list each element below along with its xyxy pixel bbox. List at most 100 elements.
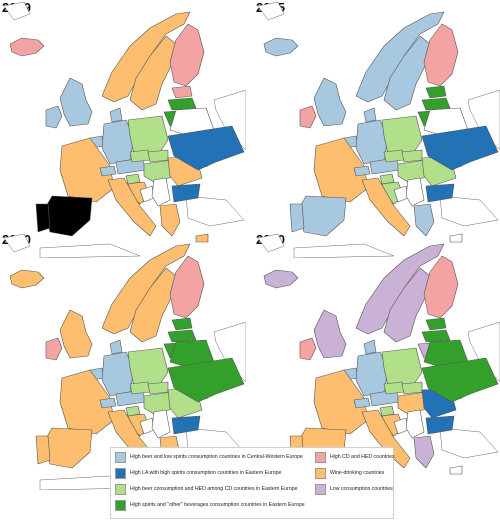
map-panel-2015: 2015: [254, 0, 500, 258]
legend-swatch: [315, 452, 326, 463]
europe-map: [257, 233, 500, 490]
legend-label: Low consumption countries: [330, 485, 393, 492]
country-ch: [99, 397, 117, 409]
country-ua: [167, 357, 245, 403]
country-ua: [421, 357, 499, 403]
country-uk: [313, 309, 347, 359]
country-it: [107, 177, 157, 237]
country-lv: [421, 329, 451, 343]
country-bg: [171, 183, 201, 203]
neighbouring-land: [439, 195, 499, 227]
country-cy: [449, 465, 463, 475]
country-fi: [169, 23, 205, 87]
country-pt: [35, 203, 51, 233]
country-ie: [299, 105, 317, 129]
country-fi: [423, 23, 459, 87]
country-pt: [35, 435, 51, 465]
legend-item: Wine-drinking countries: [315, 468, 384, 479]
country-ch: [353, 397, 371, 409]
country-fr: [59, 137, 115, 203]
country-fr: [313, 369, 369, 435]
country-pl: [381, 115, 423, 155]
country-ch: [353, 165, 371, 177]
country-ic: [9, 37, 45, 57]
neighbouring-land: [3, 1, 31, 21]
neighbouring-land: [439, 427, 499, 459]
country-dk: [363, 107, 377, 123]
neighbouring-land: [185, 195, 245, 227]
country-si: [125, 173, 141, 185]
country-es: [43, 427, 93, 469]
neighbouring-land: [3, 233, 31, 253]
country-bg: [425, 183, 455, 203]
legend-label: High spirits and "other" beverages consu…: [130, 501, 305, 508]
country-si: [379, 173, 395, 185]
neighbouring-land: [39, 243, 141, 258]
country-bg: [171, 415, 201, 435]
country-ic: [9, 269, 45, 289]
legend-label: High beer consumption and HED among CD c…: [130, 485, 298, 492]
country-it: [361, 409, 411, 469]
country-no: [355, 243, 445, 335]
country-gr: [413, 203, 435, 237]
neighbouring-land: [293, 243, 395, 258]
country-es: [43, 195, 93, 237]
country-lv: [167, 97, 197, 111]
country-lv: [167, 329, 197, 343]
map-panel-2010: 2010: [0, 232, 246, 490]
country-lv: [421, 97, 451, 111]
country-ic: [263, 269, 299, 289]
country-ee: [171, 85, 193, 99]
country-ie: [45, 105, 63, 129]
legend-label: High beer and low spirits consumption co…: [130, 453, 303, 460]
country-gr: [413, 435, 435, 469]
europe-map: [257, 1, 500, 258]
legend-swatch: [315, 468, 326, 479]
country-pl: [127, 115, 169, 155]
legend-label: Wine-drinking countries: [330, 469, 385, 476]
country-ie: [299, 337, 317, 361]
legend-item: High beer and low spirits consumption co…: [115, 452, 303, 463]
neighbouring-land: [257, 233, 285, 253]
country-no: [101, 243, 191, 335]
legend-swatch: [115, 468, 126, 479]
country-dk: [109, 339, 123, 355]
country-cz: [383, 149, 405, 163]
country-ua: [167, 125, 245, 171]
country-gr: [159, 203, 181, 237]
country-cz: [129, 381, 151, 395]
country-pl: [127, 347, 169, 387]
map-panel-2019: 2019: [0, 0, 246, 258]
country-rs: [405, 177, 425, 207]
country-cy: [195, 233, 209, 243]
country-fr: [59, 369, 115, 435]
country-uk: [313, 77, 347, 127]
country-cz: [129, 149, 151, 163]
legend-swatch: [315, 484, 326, 495]
country-uk: [59, 77, 93, 127]
legend-item: High CD and HED countries: [315, 452, 395, 463]
country-no: [101, 11, 191, 103]
country-ee: [425, 317, 447, 331]
legend-swatch: [115, 452, 126, 463]
country-rs: [151, 409, 171, 439]
country-si: [379, 405, 395, 417]
country-fi: [169, 255, 205, 319]
country-sk: [401, 381, 423, 395]
country-es: [297, 195, 347, 237]
country-dk: [363, 339, 377, 355]
legend-label: High LA with high spirits consumption co…: [130, 469, 282, 476]
legend-item: High LA with high spirits consumption co…: [115, 468, 281, 479]
country-sk: [147, 381, 169, 395]
country-dk: [109, 107, 123, 123]
europe-map: [3, 1, 246, 258]
country-ee: [171, 317, 193, 331]
legend: High beer and low spirits consumption co…: [110, 447, 395, 519]
country-rs: [151, 177, 171, 207]
country-pt: [289, 203, 305, 233]
country-si: [125, 405, 141, 417]
country-no: [355, 11, 445, 103]
country-rs: [405, 409, 425, 439]
country-ic: [263, 37, 299, 57]
country-ch: [99, 165, 117, 177]
